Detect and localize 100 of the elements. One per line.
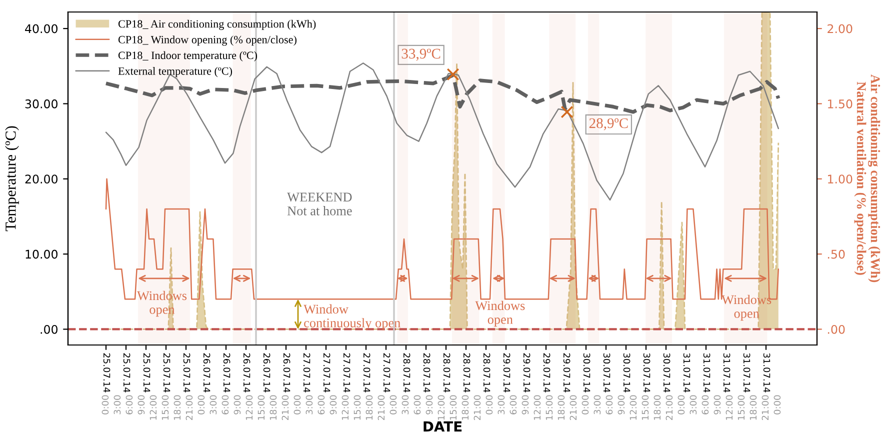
x-tick-label: 30.07.14 (603, 353, 610, 392)
x2-tick-label: 21:00 (474, 395, 481, 420)
x2-tick-label: 21:00 (186, 395, 193, 420)
y2-tick-label: .00 (828, 324, 845, 334)
x-tick-label: 29.07.14 (503, 353, 510, 392)
x2-tick-label: 6:00 (510, 395, 517, 414)
x-tick-label: 27.07.14 (363, 353, 370, 392)
y2-tick-label: 2.00 (828, 24, 852, 34)
x-tick-label: 29.07.14 (563, 353, 570, 392)
x-tick-label: 26.07.14 (283, 353, 290, 392)
x2-tick-label: 9:00 (234, 395, 241, 414)
legend-label: External temperature (ºC) (118, 67, 232, 78)
x2-tick-label: 21:00 (378, 395, 385, 420)
y-tick-label: 20.00 (25, 174, 58, 184)
x2-tick-label: 15:00 (642, 395, 649, 420)
x2-tick-label: 15:00 (738, 395, 745, 420)
x2-tick-label: 18:00 (462, 395, 469, 420)
x-tick-label: 27.07.14 (383, 353, 390, 392)
x-tick-label: 31.07.14 (723, 353, 730, 392)
y-tick-label: 30.00 (25, 99, 58, 108)
x2-tick-label: 3:00 (498, 395, 505, 414)
x-tick-label: 25.07.14 (123, 353, 130, 392)
x-tick-label: 25.07.14 (163, 353, 170, 392)
x2-tick-label: 0:00 (774, 395, 781, 414)
y2-tick-label: .50 (828, 250, 845, 259)
x2-tick-label: 15:00 (450, 395, 457, 420)
x2-tick-label: 21:00 (762, 395, 769, 420)
x-tick-label: 31.07.14 (703, 353, 710, 392)
x-tick-label: 30.07.14 (663, 353, 670, 392)
x2-tick-label: 6:00 (414, 395, 421, 414)
x2-tick-label: 3:00 (306, 395, 313, 414)
x2-tick-label: 9:00 (138, 395, 145, 414)
x-tick-label: 27.07.14 (343, 353, 350, 392)
y2-tick-label: 1.50 (828, 99, 852, 108)
y2-tick-label: 1.00 (828, 174, 852, 184)
x2-tick-label: 3:00 (114, 395, 121, 414)
x2-tick-label: 0:00 (486, 395, 493, 414)
x-tick-label: 28.07.14 (403, 353, 410, 392)
y-tick-label: 40.00 (25, 24, 58, 34)
x2-tick-label: 6:00 (318, 395, 325, 414)
y2-axis-title: Air conditioning consumption (kWh) Natural ventilation (% open/close) (854, 74, 880, 282)
annotation: 33,9ºC (402, 48, 440, 61)
x2-tick-label: 21:00 (666, 395, 673, 420)
x2-tick-label: 9:00 (714, 395, 721, 414)
legend-label: CP18_ Air conditioning consumption (kWh) (118, 20, 316, 30)
x2-tick-label: 12:00 (342, 395, 349, 420)
x2-tick-label: 6:00 (126, 395, 133, 414)
x2-tick-label: 15:00 (546, 395, 553, 420)
x2-tick-label: 21:00 (570, 395, 577, 420)
x-tick-label: 28.07.14 (463, 353, 470, 392)
x2-tick-label: 3:00 (594, 395, 601, 414)
x2-tick-label: 3:00 (210, 395, 217, 414)
annotation: Windows open (475, 300, 525, 327)
legend-label: CP18_ Indoor temperature (ºC) (118, 51, 258, 62)
x2-tick-label: 15:00 (354, 395, 361, 420)
x-tick-label: 26.07.14 (263, 353, 270, 392)
x2-tick-label: 9:00 (522, 395, 529, 414)
x2-tick-label: 3:00 (402, 395, 409, 414)
x-tick-label: 29.07.14 (523, 353, 530, 392)
x-tick-label: 30.07.14 (623, 353, 630, 392)
x-tick-label: 26.07.14 (203, 353, 210, 392)
x2-tick-label: 0:00 (198, 395, 205, 414)
y-axis-title: Temperature (ºC) (5, 126, 19, 232)
x-tick-label: 25.07.14 (103, 353, 110, 392)
x2-tick-label: 9:00 (426, 395, 433, 414)
annotation: 28,9ºC (589, 118, 628, 130)
x2-tick-label: 0:00 (294, 395, 301, 414)
x-tick-label: 31.07.14 (763, 353, 770, 392)
x2-tick-label: 6:00 (222, 395, 229, 414)
x-tick-label: 28.07.14 (423, 353, 430, 392)
x2-tick-label: 12:00 (246, 395, 253, 420)
x-tick-label: 31.07.14 (683, 353, 690, 392)
x2-tick-label: 0:00 (582, 395, 589, 414)
x2-tick-label: 21:00 (282, 395, 289, 420)
x-tick-label: 27.07.14 (323, 353, 330, 392)
x-tick-label: 25.07.14 (183, 353, 190, 392)
x2-tick-label: 18:00 (654, 395, 661, 420)
x2-tick-label: 9:00 (330, 395, 337, 414)
x2-tick-label: 18:00 (558, 395, 565, 420)
x2-tick-label: 18:00 (270, 395, 277, 420)
x2-tick-label: 0:00 (678, 395, 685, 414)
y-tick-label: .00 (40, 324, 58, 334)
x2-tick-label: 18:00 (174, 395, 181, 420)
x-tick-label: 26.07.14 (223, 353, 230, 392)
x2-tick-label: 12:00 (726, 395, 733, 420)
x2-tick-label: 0:00 (102, 395, 109, 414)
x2-tick-label: 3:00 (690, 395, 697, 414)
x-tick-label: 25.07.14 (143, 353, 150, 392)
x2-tick-label: 6:00 (606, 395, 613, 414)
x2-tick-label: 6:00 (702, 395, 709, 414)
x2-tick-label: 0:00 (390, 395, 397, 414)
annotation: Window continuously open (304, 304, 400, 330)
x2-tick-label: 12:00 (150, 395, 157, 420)
x2-tick-label: 9:00 (618, 395, 625, 414)
x2-tick-label: 12:00 (630, 395, 637, 420)
x2-tick-label: 15:00 (162, 395, 169, 420)
x2-tick-label: 15:00 (258, 395, 265, 420)
x-axis-title: DATE (424, 421, 462, 432)
x2-tick-label: 12:00 (534, 395, 541, 420)
x-tick-label: 29.07.14 (543, 353, 550, 392)
